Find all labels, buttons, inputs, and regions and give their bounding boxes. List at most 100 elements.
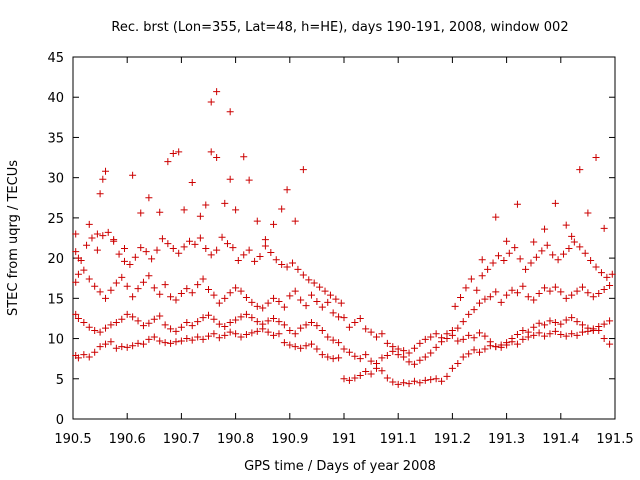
data-point [134,339,142,347]
data-point [123,343,131,351]
data-point [175,249,183,257]
data-point [565,244,573,252]
data-point [223,240,231,248]
data-point [313,345,321,353]
data-point [535,290,543,298]
data-point [454,324,462,332]
data-point [522,265,530,273]
data-point [443,372,451,380]
data-point [557,320,565,328]
data-point [351,318,359,326]
data-point [532,253,540,261]
data-point [340,314,348,322]
data-point [516,255,524,263]
data-point [194,281,202,289]
data-point [310,279,318,287]
data-point [410,377,418,385]
data-point [93,230,101,238]
data-point [519,327,527,335]
data-point [80,318,88,326]
data-point [112,279,120,287]
data-point [405,349,413,357]
data-point [524,293,532,301]
data-point [551,327,559,335]
data-point [305,276,313,284]
data-point [546,317,554,325]
data-point [416,339,424,347]
data-point [186,237,194,245]
data-point [213,246,221,254]
data-point [153,246,161,254]
data-point [438,334,446,342]
data-point [297,344,305,352]
data-point [248,314,256,322]
data-point [557,331,565,339]
data-point [356,372,364,380]
data-point [99,175,107,183]
data-point [351,352,359,360]
data-point [264,328,272,336]
data-point [340,375,348,383]
data-point [410,344,418,352]
x-tick-label: 190.9 [271,432,308,447]
data-point [427,333,435,341]
data-point [234,257,242,265]
data-point [232,206,240,214]
data-point [226,318,234,326]
data-point [362,368,370,376]
data-point [102,340,110,348]
y-tick-label: 10 [47,333,64,348]
data-point [123,282,131,290]
data-point [183,335,191,343]
data-point [226,175,234,183]
data-point [202,244,210,252]
data-point [107,338,115,346]
data-point [551,283,559,291]
data-point [294,265,302,273]
data-point [275,330,283,338]
data-point [145,319,153,327]
data-point [530,296,538,304]
data-point [264,317,272,325]
data-point [356,355,364,363]
data-point [603,273,611,281]
data-point [248,329,256,337]
data-point [91,348,99,356]
data-point [421,353,429,361]
data-point [218,233,226,241]
data-point [405,380,413,388]
data-point [462,284,470,292]
data-point [448,364,456,372]
data-point [120,257,128,265]
data-point [280,321,288,329]
data-point [72,278,80,286]
data-point [592,263,600,271]
data-point [489,259,497,267]
data-point [573,331,581,339]
data-point [164,240,172,248]
data-point [335,354,343,362]
data-point [207,148,215,156]
data-point [272,256,280,264]
data-point [83,241,91,249]
data-point [410,360,418,368]
x-tick-label: 190.6 [109,432,146,447]
data-point [465,331,473,339]
data-point [302,321,310,329]
data-point [378,367,386,375]
data-point [188,322,196,330]
data-point [205,332,212,340]
x-tick-label: 191.2 [434,432,471,447]
data-point [169,150,177,158]
x-tick-label: 191.1 [380,432,417,447]
data-point [549,251,557,259]
data-point [389,378,397,386]
y-tick-label: 45 [47,51,64,66]
data-point [251,257,259,265]
data-point [470,306,478,314]
data-point [503,291,511,299]
data-point [188,289,196,297]
data-point [253,217,261,225]
data-point [167,325,175,333]
data-point [432,375,440,383]
